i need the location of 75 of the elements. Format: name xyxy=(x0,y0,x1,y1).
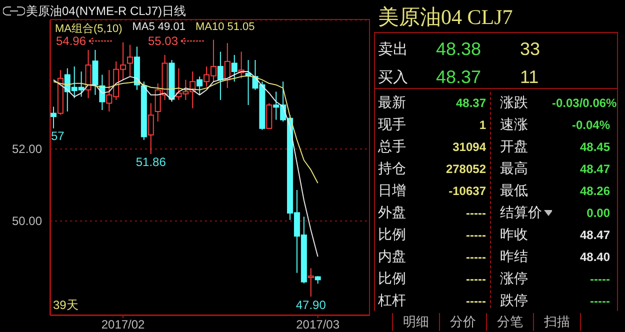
annotation: 57 xyxy=(51,129,66,144)
candlestick xyxy=(231,54,238,82)
candlestick xyxy=(50,106,56,129)
y-tick-label: 52.00 xyxy=(12,142,42,156)
candlestick xyxy=(224,42,230,89)
text: 48.47 xyxy=(578,162,610,176)
text: 明细 xyxy=(392,313,439,331)
text: 结算价 xyxy=(500,204,543,222)
candlestick xyxy=(308,268,314,298)
text: 外盘 xyxy=(378,204,407,222)
text: 1 xyxy=(478,118,486,132)
text: 日增 xyxy=(378,182,407,200)
text: 开盘 xyxy=(500,138,529,156)
text: 速涨 xyxy=(500,116,529,134)
text: 美原油04 CLJ7 xyxy=(378,4,513,31)
text: ----- xyxy=(465,272,486,286)
text: 涨停 xyxy=(500,270,529,288)
annotation: 47.90 xyxy=(294,298,327,312)
text: 278052 xyxy=(444,162,486,176)
candlestick xyxy=(217,51,224,100)
text: ----- xyxy=(465,294,486,308)
annotation: 51.86 xyxy=(134,154,167,169)
text: 昨结 xyxy=(500,248,529,266)
text: MA10 51.05 xyxy=(195,21,255,35)
text: ----- xyxy=(589,294,610,308)
text: 0.00 xyxy=(586,206,610,220)
annotation: 55.03 xyxy=(148,34,178,48)
text: 48.40 xyxy=(578,250,610,264)
text: 内盘 xyxy=(378,248,407,266)
x-tick-label: 2017/02 xyxy=(101,318,146,332)
text: ----- xyxy=(589,272,610,286)
annotation: 39天 xyxy=(53,297,78,314)
candlestick xyxy=(148,102,154,154)
text: 48.37 xyxy=(454,96,486,110)
text: 杠杆 xyxy=(378,292,407,310)
text: 卖出 xyxy=(378,40,409,58)
candlestick xyxy=(196,76,203,96)
text: 买入 xyxy=(378,68,409,86)
chart-title: 美原油04(NYME-R CLJ7)日线 xyxy=(26,3,186,20)
text: 跌停 xyxy=(500,292,529,310)
text: 分笔 xyxy=(486,313,533,331)
candlestick xyxy=(134,46,140,90)
text: ----- xyxy=(465,206,486,220)
text: ----- xyxy=(465,228,486,242)
text: 分价 xyxy=(439,313,486,331)
text: 昨收 xyxy=(500,226,529,244)
candlestick xyxy=(127,44,134,78)
text: 现手 xyxy=(378,116,407,134)
x-tick-label: 2017/03 xyxy=(296,318,340,332)
text: 48.47 xyxy=(578,228,610,242)
text: 33 xyxy=(520,38,540,60)
text: MA5 49.01 xyxy=(132,21,186,33)
text: 总手 xyxy=(378,138,407,156)
text: 最新 xyxy=(378,94,407,112)
text: 48.37 xyxy=(436,66,482,88)
text: 11 xyxy=(520,66,539,88)
text: 涨跌 xyxy=(500,94,529,112)
text: 最高 xyxy=(500,160,529,178)
text: -10637 xyxy=(448,184,486,198)
text: 48.45 xyxy=(578,140,610,154)
text: 31094 xyxy=(452,140,486,154)
text: 比例 xyxy=(378,226,407,244)
candlestick xyxy=(85,49,92,99)
text: 48.26 xyxy=(578,184,610,198)
text: 比例 xyxy=(378,270,407,288)
text: 扫描 xyxy=(533,313,581,331)
text: -0.04% xyxy=(570,118,610,132)
annotation: 54.96 xyxy=(56,34,86,48)
text: 48.38 xyxy=(436,38,482,60)
text: ----- xyxy=(465,250,486,264)
y-tick-label: 50.00 xyxy=(12,214,42,228)
text: -0.03/0.06% xyxy=(552,96,617,110)
text: 最低 xyxy=(500,182,529,200)
text: 持仓 xyxy=(378,160,407,178)
legend-title: MA组合(5,10) xyxy=(55,22,122,36)
